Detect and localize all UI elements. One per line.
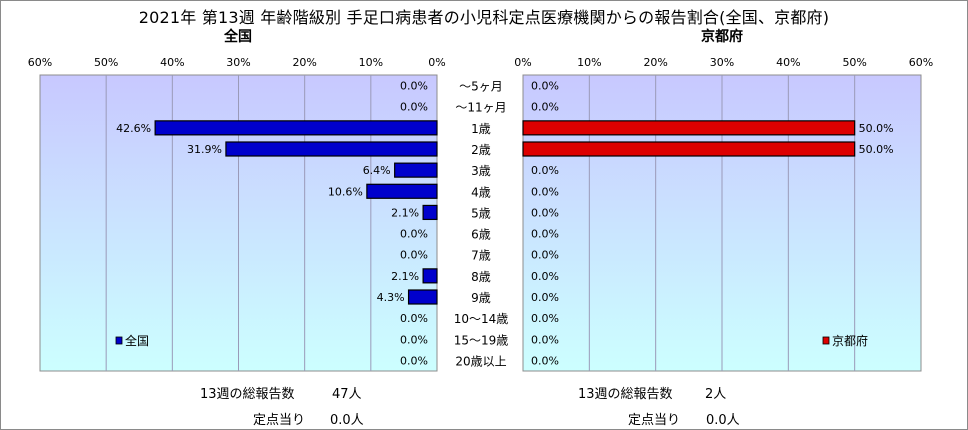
national-data-label: 0.0%	[400, 354, 428, 367]
kyoto-legend-swatch	[822, 336, 830, 345]
kyoto-data-label: 0.0%	[531, 206, 559, 219]
kyoto-data-label: 0.0%	[531, 228, 559, 241]
left-total-value: 47人	[332, 387, 362, 402]
national-data-label: 0.0%	[400, 312, 428, 325]
national-tick-label: 50%	[94, 56, 118, 69]
category-label: 1歳	[471, 122, 491, 136]
national-data-label: 4.3%	[377, 291, 405, 304]
national-data-label: 31.9%	[187, 143, 222, 156]
national-data-label: 6.4%	[363, 164, 391, 177]
left-total-label: 13週の総報告数	[200, 387, 295, 402]
category-label: 5歳	[471, 206, 491, 220]
kyoto-data-label: 50.0%	[859, 122, 894, 135]
national-data-label: 2.1%	[391, 270, 419, 283]
kyoto-bar	[522, 141, 856, 157]
national-bar	[422, 204, 438, 221]
left-panel-subtitle: 全国	[224, 29, 252, 45]
national-bar	[154, 120, 438, 136]
national-bar	[422, 268, 438, 284]
kyoto-data-label: 50.0%	[859, 143, 894, 156]
national-tick-label: 0%	[428, 56, 445, 69]
kyoto-data-label: 0.0%	[531, 333, 559, 346]
category-label: 6歳	[471, 228, 491, 242]
national-bar	[394, 162, 438, 178]
category-label: 9歳	[471, 291, 491, 305]
national-tick-label: 20%	[292, 56, 316, 69]
national-data-label: 0.0%	[400, 249, 428, 262]
national-legend-label: 全国	[125, 333, 149, 348]
right-total-value: 2人	[705, 387, 727, 402]
kyoto-tick-label: 60%	[909, 56, 933, 69]
kyoto-data-label: 0.0%	[531, 164, 559, 177]
national-data-label: 0.0%	[400, 228, 428, 241]
national-tick-label: 60%	[28, 56, 52, 69]
category-label: 8歳	[471, 270, 491, 284]
national-bar	[225, 141, 438, 157]
chart-title: 2021年 第13週 年齢階級別 手足口病患者の小児科定点医療機関からの報告割合…	[138, 8, 830, 27]
national-tick-label: 40%	[160, 56, 184, 69]
right-panel-subtitle: 京都府	[701, 29, 743, 45]
right-per-site-value: 0.0人	[706, 413, 740, 428]
national-tick-label: 30%	[226, 56, 250, 69]
category-label: 〜11ヶ月	[455, 101, 506, 115]
national-bar	[407, 289, 438, 305]
category-label: 4歳	[471, 185, 491, 199]
category-label: 3歳	[471, 164, 491, 178]
kyoto-tick-label: 20%	[643, 56, 667, 69]
kyoto-data-label: 0.0%	[531, 80, 559, 93]
category-label: 20歳以上	[455, 354, 506, 368]
national-data-label: 0.0%	[400, 80, 428, 93]
kyoto-tick-label: 30%	[710, 56, 734, 69]
national-data-label: 0.0%	[400, 333, 428, 346]
category-label: 15〜19歳	[454, 333, 509, 347]
kyoto-tick-label: 40%	[776, 56, 800, 69]
national-tick-label: 10%	[359, 56, 383, 69]
left-per-site-label: 定点当り	[253, 413, 306, 428]
kyoto-data-label: 0.0%	[531, 270, 559, 283]
national-data-label: 2.1%	[391, 206, 419, 219]
right-per-site-label: 定点当り	[628, 413, 681, 428]
category-label: 10〜14歳	[454, 312, 509, 326]
right-total-label: 13週の総報告数	[578, 387, 673, 402]
kyoto-data-label: 0.0%	[531, 312, 559, 325]
kyoto-bar	[522, 120, 856, 136]
kyoto-data-label: 0.0%	[531, 291, 559, 304]
kyoto-tick-label: 0%	[514, 56, 531, 69]
kyoto-data-label: 0.0%	[531, 249, 559, 262]
national-data-label: 10.6%	[328, 185, 363, 198]
kyoto-data-label: 0.0%	[531, 101, 559, 114]
category-label: 2歳	[471, 143, 491, 157]
national-data-label: 0.0%	[400, 101, 428, 114]
national-bar	[366, 183, 438, 199]
national-legend-swatch	[115, 336, 123, 345]
left-per-site-value: 0.0人	[330, 413, 364, 428]
kyoto-data-label: 0.0%	[531, 185, 559, 198]
kyoto-tick-label: 10%	[577, 56, 601, 69]
kyoto-tick-label: 50%	[842, 56, 866, 69]
kyoto-data-label: 0.0%	[531, 354, 559, 367]
category-label: 〜5ヶ月	[459, 80, 503, 94]
kyoto-legend-label: 京都府	[832, 333, 868, 348]
category-label: 7歳	[471, 249, 491, 263]
national-data-label: 42.6%	[116, 122, 151, 135]
